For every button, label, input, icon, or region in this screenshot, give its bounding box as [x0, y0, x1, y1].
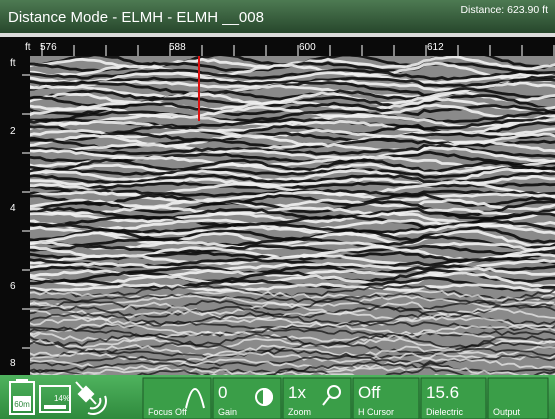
button-label: Focus Off	[148, 407, 187, 417]
ruler-unit: ft	[10, 58, 16, 69]
title: Distance Mode - ELMH - ELMH __008	[8, 9, 264, 26]
button-label: Dielectric	[426, 407, 464, 417]
top-ruler	[0, 37, 555, 56]
ruler-label: 576	[40, 42, 57, 53]
button-label: Gain	[218, 407, 237, 417]
ruler-label: 8	[10, 358, 16, 369]
ruler-label: 600	[299, 42, 316, 53]
storage-label: 14%	[54, 394, 70, 403]
ruler-label: 612	[427, 42, 444, 53]
button-label: Zoom	[288, 407, 311, 417]
left-ruler	[0, 56, 30, 375]
gpr-view: Distance Mode - ELMH - ELMH __008 Distan…	[0, 0, 555, 419]
screen: Distance Mode - ELMH - ELMH __008 Distan…	[0, 0, 555, 419]
button-label: H Cursor	[358, 407, 394, 417]
distance: Distance: 623.90 ft	[460, 4, 548, 16]
ruler-label: 6	[10, 281, 16, 292]
button-label: Output	[493, 407, 521, 417]
button-value: 1x	[288, 383, 306, 402]
button-value: 0	[218, 383, 227, 402]
button-value: 15.6	[426, 383, 459, 402]
ruler-label: 2	[10, 126, 16, 137]
ruler-label: 588	[169, 42, 186, 53]
button-value: Off	[358, 383, 381, 402]
ruler-unit: ft	[25, 42, 31, 53]
button-icon	[264, 389, 272, 405]
battery-label: 60m	[14, 400, 30, 409]
ruler-label: 4	[10, 203, 16, 214]
separator	[0, 33, 555, 37]
